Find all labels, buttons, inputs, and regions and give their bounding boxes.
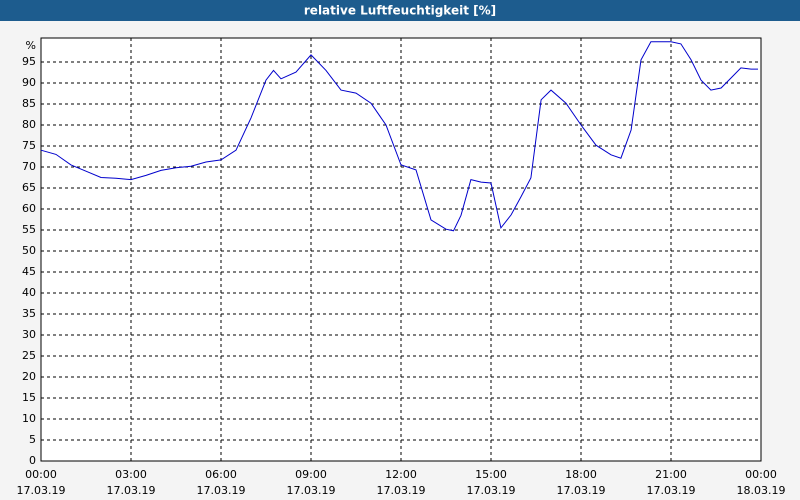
data-line: [40, 41, 758, 232]
y-tick-label: 75: [22, 139, 36, 152]
y-tick-label: 70: [22, 160, 36, 173]
y-tick-label: 80: [22, 118, 36, 131]
y-tick-label: 55: [22, 223, 36, 236]
y-tick-label: 10: [22, 412, 36, 425]
x-tick-label: 15:00: [475, 468, 507, 481]
y-tick-label: 30: [22, 328, 36, 341]
y-tick-label: 0: [29, 454, 36, 467]
x-tick-date: 17.03.19: [467, 484, 516, 497]
x-tick-date: 17.03.19: [107, 484, 156, 497]
y-tick-label: 15: [22, 391, 36, 404]
x-tick-date: 17.03.19: [557, 484, 606, 497]
x-tick-label: 12:00: [385, 468, 417, 481]
x-tick-label: 09:00: [295, 468, 327, 481]
x-tick-date: 17.03.19: [197, 484, 246, 497]
y-tick-label: 60: [22, 202, 36, 215]
x-tick-date: 17.03.19: [17, 484, 66, 497]
x-tick-label: 21:00: [655, 468, 687, 481]
y-tick-label: 5: [29, 433, 36, 446]
x-tick-label: 00:00: [25, 468, 57, 481]
y-tick-label: 35: [22, 307, 36, 320]
x-tick-label: 18:00: [565, 468, 597, 481]
x-tick-label: 00:00: [745, 468, 777, 481]
x-tick-date: 17.03.19: [647, 484, 696, 497]
title-bar: [0, 0, 800, 21]
y-axis-label: %: [26, 39, 36, 52]
x-tick-date: 17.03.19: [377, 484, 426, 497]
y-tick-label: 95: [22, 55, 36, 68]
y-tick-label: 40: [22, 286, 36, 299]
chart-title: relative Luftfeuchtigkeit [%]: [304, 4, 496, 18]
y-tick-label: 65: [22, 181, 36, 194]
x-tick-label: 06:00: [205, 468, 237, 481]
y-tick-label: 50: [22, 244, 36, 257]
y-tick-label: 25: [22, 349, 36, 362]
y-tick-label: 85: [22, 97, 36, 110]
x-tick-date: 17.03.19: [287, 484, 336, 497]
x-tick-label: 03:00: [115, 468, 147, 481]
y-tick-label: 20: [22, 370, 36, 383]
x-tick-date: 18.03.19: [737, 484, 786, 497]
y-tick-label: 45: [22, 265, 36, 278]
y-tick-label: 90: [22, 76, 36, 89]
